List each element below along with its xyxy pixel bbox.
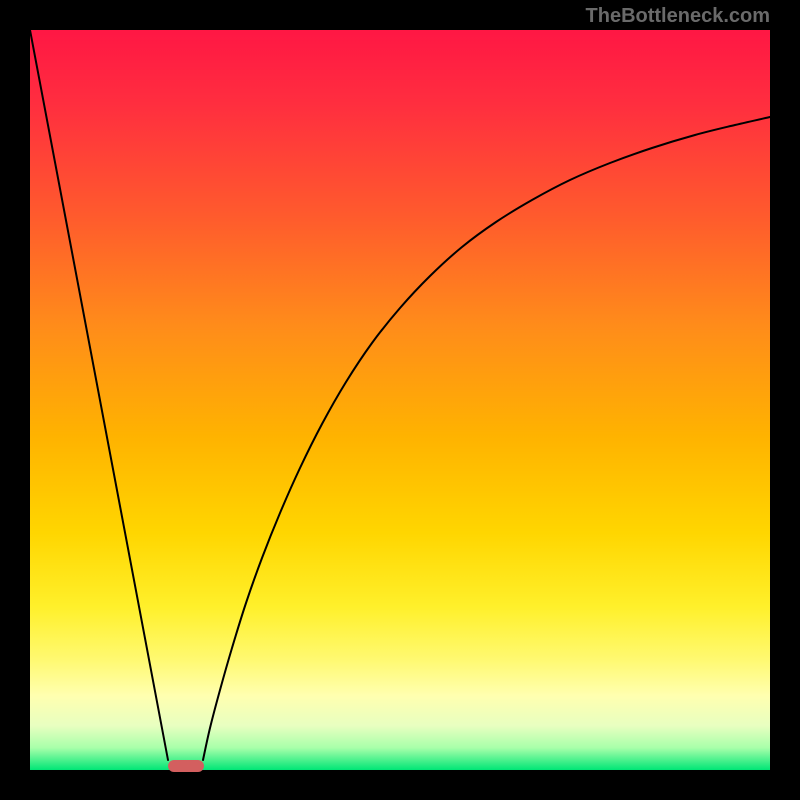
bottom-marker [168,760,204,772]
plot-area [30,30,770,770]
chart-container: TheBottleneck.com [0,0,800,800]
watermark-text: TheBottleneck.com [586,5,770,27]
chart-svg: TheBottleneck.com [0,0,800,800]
